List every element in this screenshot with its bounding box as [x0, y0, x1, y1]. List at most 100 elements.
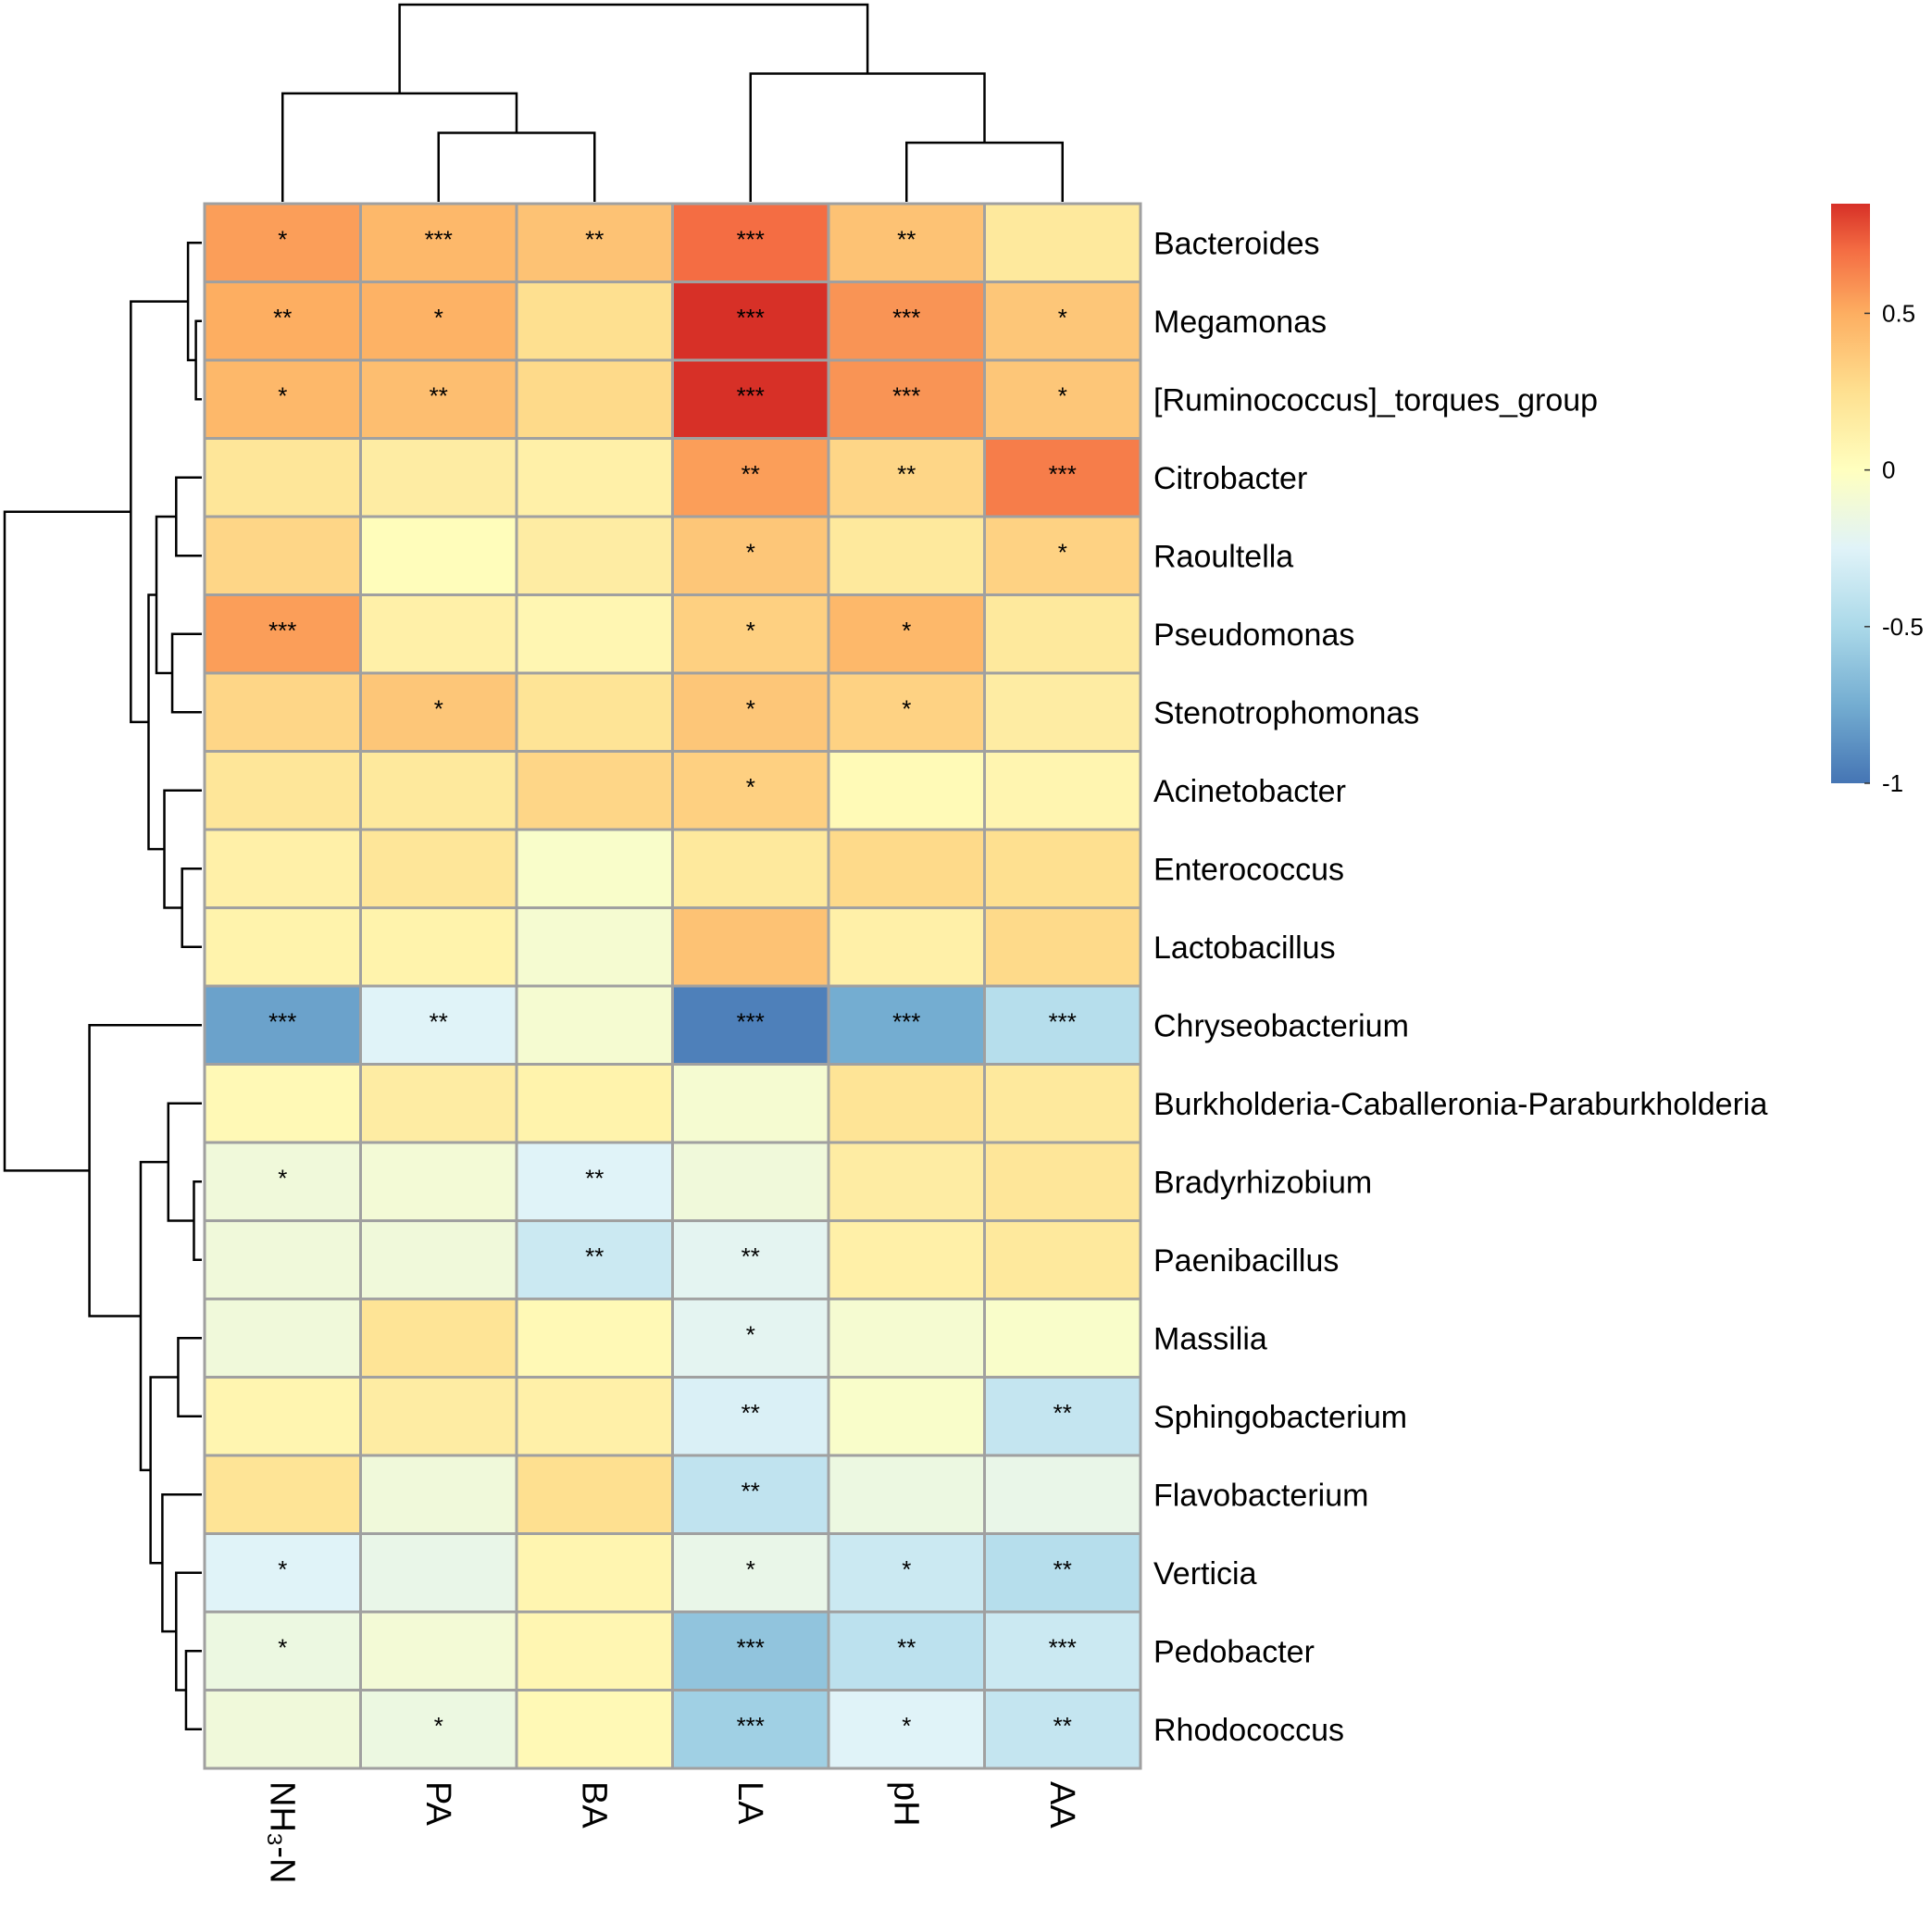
dendrogram-branch [161, 1493, 202, 1633]
significance-marker: * [434, 1712, 443, 1740]
legend-tick-label: 0.5 [1882, 299, 1915, 327]
heatmap-cell [515, 1219, 674, 1301]
dendrogram-branch [905, 141, 1064, 202]
dendrogram-branch [437, 131, 596, 202]
significance-marker: *** [737, 381, 765, 409]
heatmap-cell [515, 750, 674, 831]
row-label: Massilia [1153, 1321, 1267, 1356]
heatmap-cell [203, 1689, 362, 1770]
row-label: Bacteroides [1153, 226, 1320, 261]
heatmap-cell [203, 1063, 362, 1144]
dendrogram-branch [149, 1376, 179, 1565]
legend-tick-label: 0 [1882, 456, 1895, 484]
row-label: Enterococcus [1153, 852, 1344, 887]
significance-marker: ** [585, 1242, 604, 1270]
significance-marker: ** [430, 381, 448, 409]
significance-marker: *** [737, 225, 765, 253]
heatmap-cell [359, 828, 518, 909]
heatmap-cell [983, 671, 1142, 753]
heatmap-cell [359, 1297, 518, 1379]
significance-marker: * [1058, 381, 1067, 409]
significance-marker: * [746, 694, 755, 722]
significance-marker: * [746, 1320, 755, 1348]
heatmap-cell [515, 1532, 674, 1614]
column-label: AA [1042, 1781, 1081, 1829]
heatmap-cell [203, 1297, 362, 1379]
heatmap-cell [203, 1532, 362, 1614]
significance-markers: * *** ** *** **** * *** *** ** ** *** *** *** ** **** *… [268, 225, 1077, 1740]
significance-marker: ** [585, 225, 604, 253]
heatmap-cell [359, 358, 518, 440]
significance-marker: ** [897, 1633, 916, 1661]
legend-tick-label: -0.5 [1882, 613, 1924, 641]
significance-marker: * [746, 773, 755, 801]
heatmap-cell [983, 281, 1142, 362]
heatmap-cell [827, 1219, 986, 1301]
significance-marker: * [434, 694, 443, 722]
heatmap-cell [359, 1610, 518, 1692]
heatmap-cell [515, 281, 674, 362]
row-dendrogram [3, 242, 202, 1730]
heatmap-cell [827, 358, 986, 440]
heatmap-cell [515, 1610, 674, 1692]
significance-marker: ** [742, 1399, 760, 1427]
heatmap-cell [203, 437, 362, 518]
heatmap-cell [359, 906, 518, 988]
dendrogram-branch [167, 1102, 202, 1222]
heatmap-cell [827, 671, 986, 753]
row-label: Chryseobacterium [1153, 1008, 1409, 1043]
heatmap-cell [359, 437, 518, 518]
heatmap-cell [203, 906, 362, 988]
heatmap-cell [359, 1376, 518, 1457]
dendrogram-branch [194, 319, 202, 401]
heatmap-cell [827, 1376, 986, 1457]
heatmap-cell [203, 202, 362, 283]
heatmap-cell [983, 515, 1142, 596]
significance-marker: * [746, 1555, 755, 1583]
heatmap-cell [827, 515, 986, 596]
heatmap-cell [203, 750, 362, 831]
heatmap-cell [515, 1454, 674, 1535]
significance-marker: * [902, 694, 911, 722]
significance-marker: ** [742, 1242, 760, 1270]
dendrogram-branch [398, 3, 869, 94]
heatmap-cell [203, 984, 362, 1066]
dendrogram-branch [281, 92, 518, 202]
heatmap-cell [827, 1063, 986, 1144]
significance-marker: ** [585, 1164, 604, 1192]
column-labels: NH₃-N PA BA LA pH AA [262, 1781, 1081, 1883]
dendrogram-branch [130, 300, 189, 724]
significance-marker: ** [430, 1007, 448, 1035]
heatmap-cell [983, 202, 1142, 283]
row-label: Citrobacter [1153, 461, 1307, 496]
significance-marker: * [278, 1164, 287, 1192]
heatmap-cell [671, 593, 830, 675]
heatmap-cell [983, 1141, 1142, 1222]
row-label: Flavobacterium [1153, 1478, 1368, 1513]
significance-marker: * [746, 538, 755, 566]
significance-marker: *** [737, 304, 765, 331]
heatmap-cell [827, 906, 986, 988]
heatmap-cell [359, 671, 518, 753]
significance-marker: *** [892, 381, 920, 409]
heatmap-cell [983, 593, 1142, 675]
heatmap-cell [203, 1376, 362, 1457]
dendrogram-branch [175, 476, 202, 557]
row-label: Rhodococcus [1153, 1713, 1344, 1748]
heatmap-cell [827, 1297, 986, 1379]
heatmap-cell [359, 984, 518, 1066]
dendrogram-branch [139, 1160, 168, 1472]
significance-marker: * [902, 1712, 911, 1740]
significance-marker: ** [1053, 1399, 1072, 1427]
row-label: Megamonas [1153, 305, 1327, 340]
heatmap-cell [827, 1610, 986, 1692]
significance-marker: *** [737, 1007, 765, 1035]
heatmap-cell [827, 1689, 986, 1770]
heatmap-cell [515, 828, 674, 909]
heatmap-cell [671, 750, 830, 831]
heatmap-cell [515, 1297, 674, 1379]
column-label: BA [574, 1781, 613, 1829]
significance-marker: *** [1049, 1633, 1077, 1661]
heatmap-cell [827, 1454, 986, 1535]
heatmap-cell [983, 906, 1142, 988]
